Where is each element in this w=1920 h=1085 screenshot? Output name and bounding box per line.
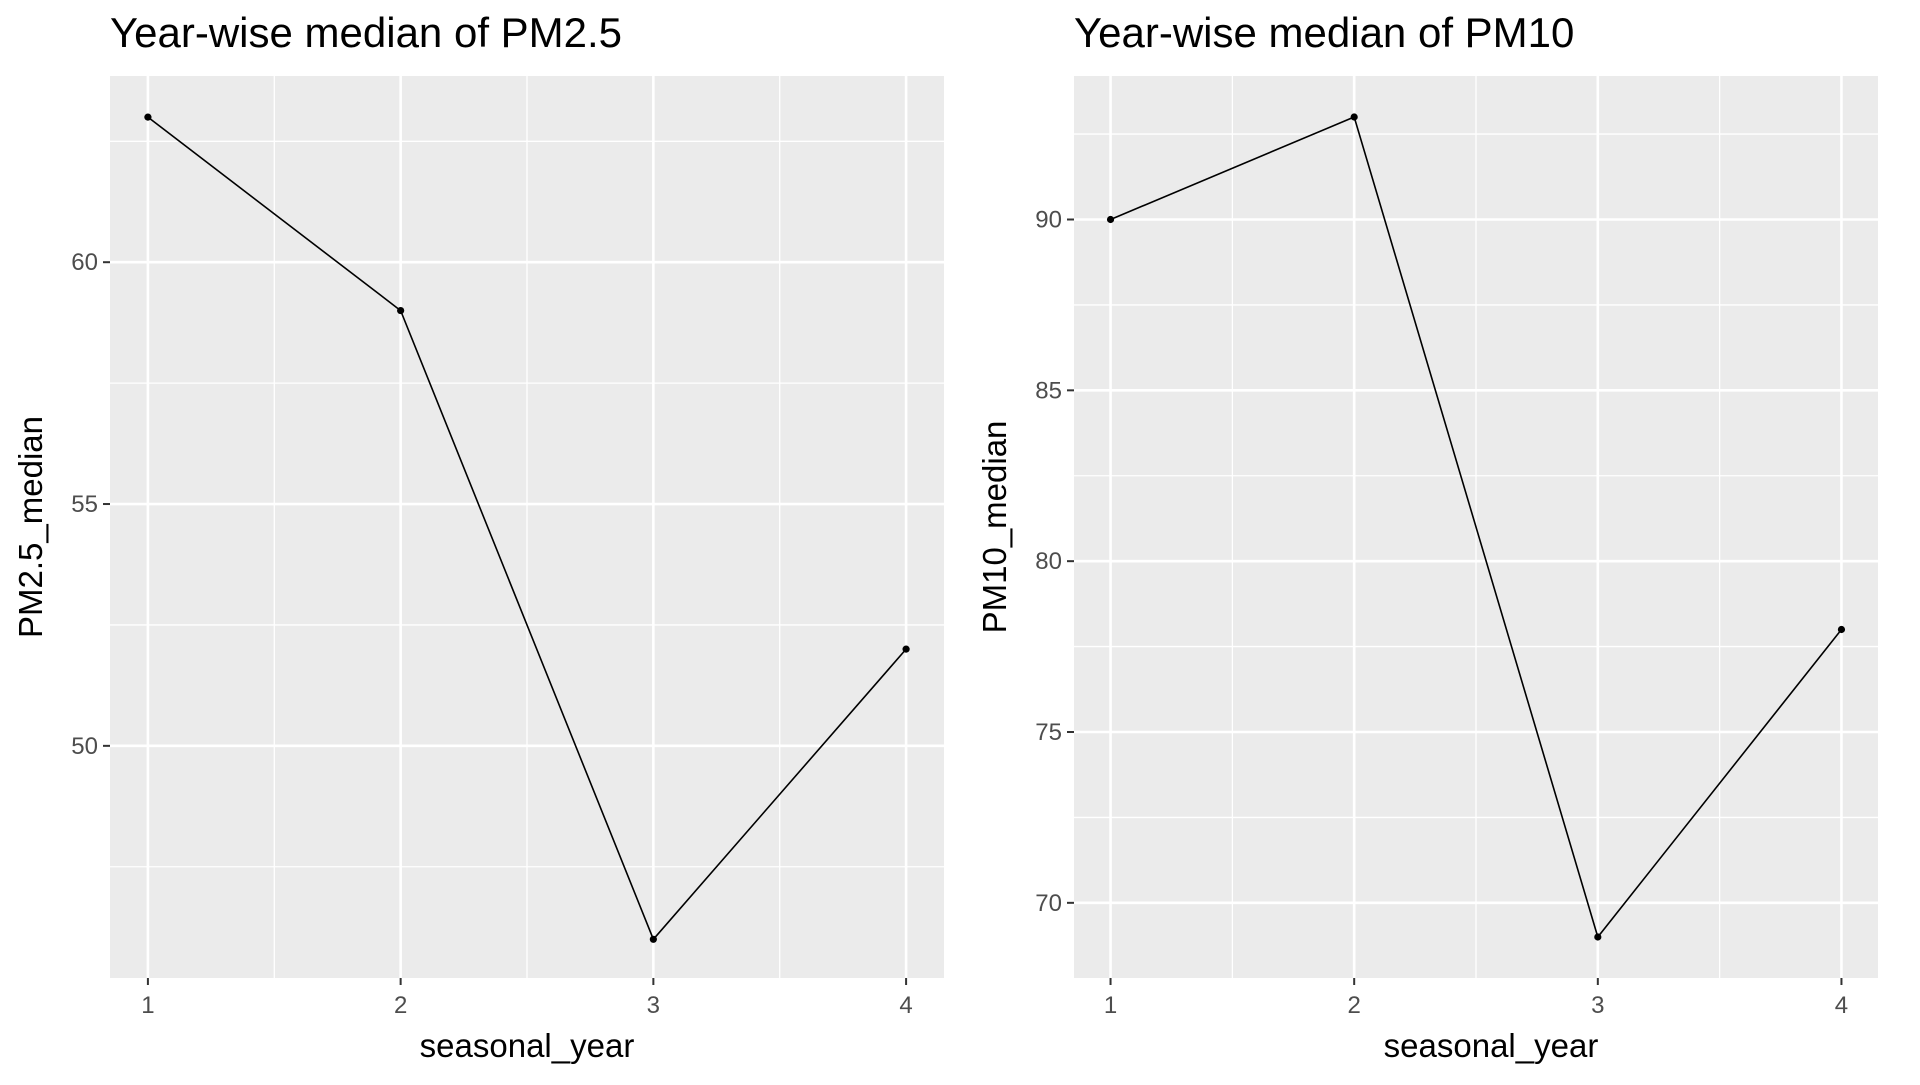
x-tick-label: 3 <box>1591 992 1604 1019</box>
y-tick-label: 90 <box>1035 207 1062 234</box>
y-tick-label: 75 <box>1035 719 1062 746</box>
x-tick-label: 4 <box>899 992 912 1019</box>
y-tick-label: 85 <box>1035 377 1062 404</box>
axis-ticks-pm10: 1 2 3 4 70 75 80 85 90 <box>1035 207 1848 1020</box>
data-point <box>649 935 657 943</box>
y-tick-label: 55 <box>71 491 98 518</box>
chart-title-pm25: Year-wise median of PM2.5 <box>110 9 622 56</box>
chart-panel-pm25: Year-wise median of PM2.5 1 2 3 4 50 55 60 sea… <box>12 9 944 1064</box>
grid-pm25 <box>110 76 944 978</box>
x-tick-label: 1 <box>141 992 154 1019</box>
grid-pm10 <box>1074 76 1878 978</box>
data-point <box>1594 933 1602 941</box>
series-pm10 <box>1106 113 1846 941</box>
x-tick-label: 2 <box>394 992 407 1019</box>
data-point <box>1106 215 1115 224</box>
data-point <box>1837 625 1846 634</box>
x-tick-label: 4 <box>1835 992 1848 1019</box>
axis-ticks-pm25: 1 2 3 4 50 55 60 <box>71 249 912 1019</box>
y-axis-label-pm25: PM2.5_median <box>12 416 49 638</box>
x-tick-label: 3 <box>647 992 660 1019</box>
y-axis-label-pm10: PM10_median <box>976 421 1013 634</box>
chart-panel-pm10: Year-wise median of PM10 1 2 3 47075808590 … <box>976 9 1878 1064</box>
x-tick-label: 2 <box>1348 992 1361 1019</box>
series-line <box>147 116 907 941</box>
data-point <box>144 113 152 121</box>
y-tick-label: 50 <box>71 733 98 760</box>
y-tick-label: 60 <box>71 249 98 276</box>
data-point <box>1350 113 1358 121</box>
data-point <box>902 645 910 653</box>
y-tick-label: 80 <box>1035 548 1062 575</box>
series-line <box>1110 115 1843 939</box>
chart-title-pm10: Year-wise median of PM10 <box>1074 9 1574 56</box>
y-tick-label: 70 <box>1035 890 1062 917</box>
series-pm25 <box>144 113 910 943</box>
x-axis-label-pm25: seasonal_year <box>420 1027 635 1064</box>
data-point <box>397 306 405 315</box>
x-axis-label-pm10: seasonal_year <box>1384 1027 1599 1064</box>
x-tick-label: 1 <box>1104 992 1117 1019</box>
